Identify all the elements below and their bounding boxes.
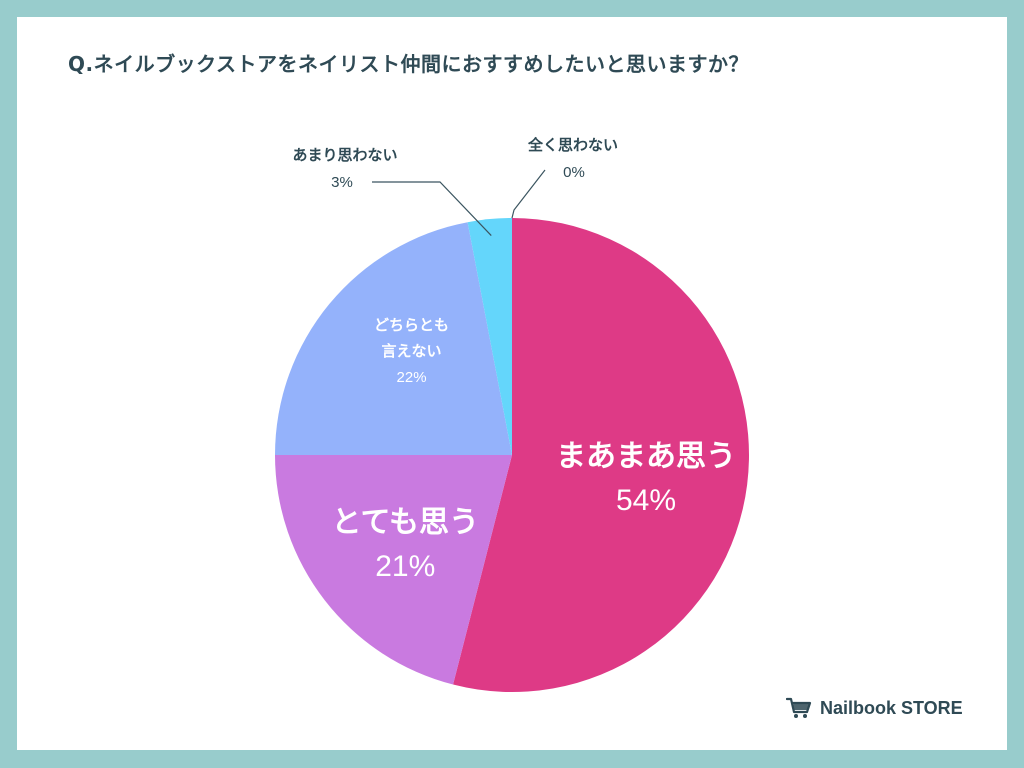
shopping-cart-icon	[786, 697, 812, 718]
slice-label: まあまあ思う	[556, 439, 736, 474]
slice-value-label: 54%	[616, 484, 676, 517]
pie-slice	[467, 218, 512, 455]
slice-value-label: 3%	[331, 174, 353, 191]
pie-slice	[275, 222, 512, 455]
slice-value-label: 22%	[397, 369, 427, 386]
brand-name: Nailbook STORE	[820, 697, 963, 718]
slice-label: 全く思わない	[527, 136, 618, 154]
slice-value-label: 0%	[563, 164, 585, 181]
slice-label: あまり思わない	[292, 146, 397, 164]
slice-label: どちらとも	[374, 316, 449, 334]
brand-logo: Nailbook STORE	[786, 696, 963, 720]
leader-line	[372, 181, 492, 236]
pie-slice	[275, 455, 512, 685]
leader-line	[511, 169, 546, 219]
chart-title: Q.ネイルブックストアをネイリスト仲間におすすめしたいと思いますか？	[68, 52, 749, 76]
pie-slice	[453, 218, 750, 692]
slice-label: 言えない	[382, 342, 442, 360]
slice-label: とても思う	[331, 505, 479, 540]
slice-value-label: 21%	[375, 550, 435, 583]
